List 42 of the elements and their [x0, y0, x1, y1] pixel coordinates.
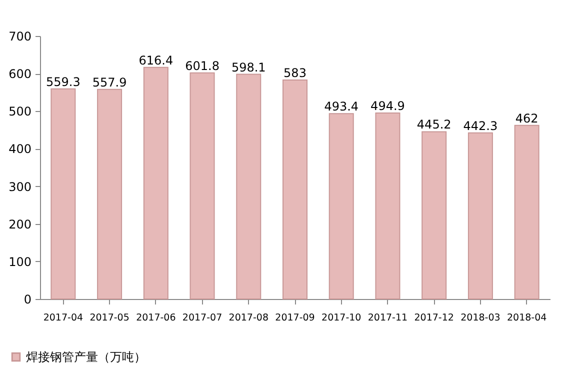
- x-tick-label: 2017-08: [228, 312, 268, 324]
- legend-label: 焊接钢管产量（万吨）: [26, 350, 146, 364]
- x-tick-label: 2017-05: [90, 312, 130, 324]
- bar: [328, 113, 354, 300]
- data-label: 616.4: [138, 53, 174, 68]
- data-label: 494.9: [370, 99, 405, 114]
- data-label: 557.9: [92, 75, 127, 90]
- x-tick-label: 2018-03: [460, 312, 500, 324]
- x-tick-label: 2017-12: [414, 312, 454, 324]
- y-tick-label: 600: [8, 67, 32, 82]
- y-tick-label: 100: [8, 254, 32, 269]
- y-tick-label: 500: [8, 104, 32, 119]
- data-label: 598.1: [231, 60, 266, 74]
- data-label: 493.4: [324, 100, 359, 114]
- y-tick-label: 0: [24, 292, 32, 306]
- data-label: 559.3: [46, 74, 80, 89]
- y-tick-label: 200: [8, 217, 32, 232]
- y-tick-label: 700: [8, 30, 32, 44]
- bar: [143, 66, 168, 300]
- x-tick-label: 2017-09: [275, 312, 315, 324]
- bar: [97, 88, 122, 300]
- x-tick-label: 2017-11: [368, 312, 408, 324]
- y-tick-label: 300: [8, 180, 32, 194]
- x-tick-label: 2018-04: [506, 312, 547, 324]
- data-label: 462: [515, 111, 538, 126]
- data-label: 442.3: [463, 118, 498, 133]
- bar: [236, 74, 262, 300]
- bar: [468, 132, 493, 300]
- bar: [282, 79, 308, 300]
- x-tick-label: 2017-04: [43, 312, 84, 324]
- data-label: 583: [284, 66, 306, 80]
- bar: [375, 112, 400, 300]
- data-label: 601.8: [185, 58, 220, 73]
- x-tick-label: 2017-06: [136, 312, 176, 324]
- bar: [190, 72, 215, 300]
- x-tick-label: 2017-10: [322, 312, 362, 324]
- data-label: 445.2: [416, 118, 452, 132]
- bar: [514, 124, 540, 300]
- x-tick-label: 2017-07: [182, 312, 222, 324]
- bar: [422, 131, 447, 300]
- bar: [50, 88, 76, 300]
- y-tick-label: 400: [8, 142, 32, 156]
